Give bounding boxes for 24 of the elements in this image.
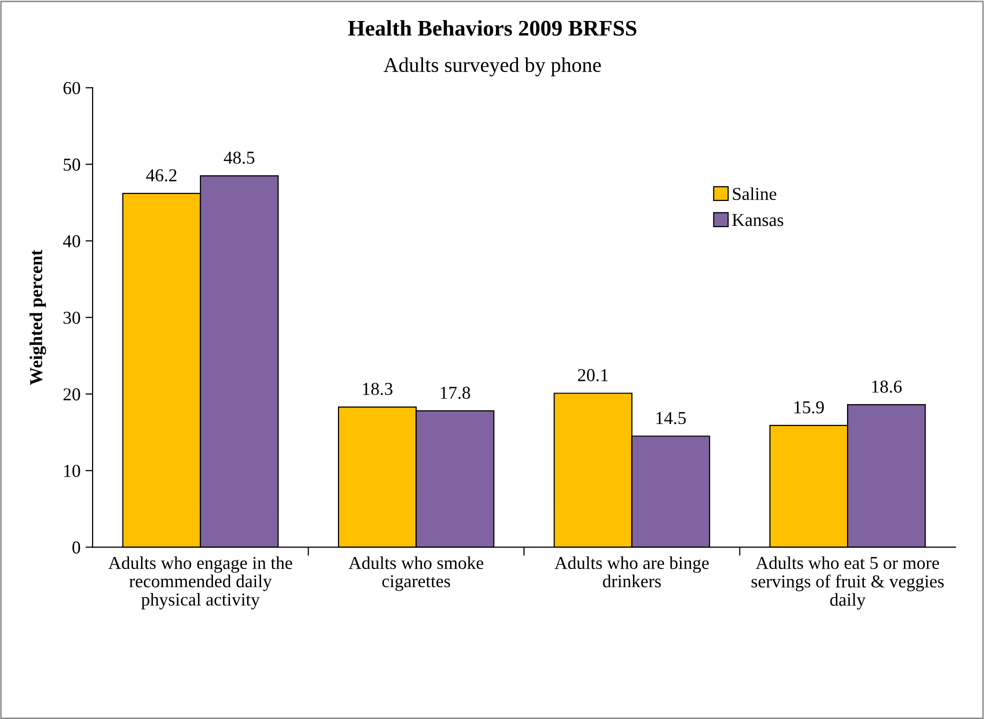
y-tick-label: 20 <box>64 388 80 400</box>
legend-label: Kansas <box>732 214 784 226</box>
x-tick-label: Adults who eat 5 or more servings of fruit & veggies daily <box>752 556 944 610</box>
x-tick-label: Adults who engage in the recommended daily physical activity <box>108 556 292 610</box>
chart-title: Health Behaviors 2009 BRFSS <box>348 20 636 36</box>
x-tick-label: Adults who smoke cigarettes <box>348 556 484 592</box>
y-axis-title: Weighted percent <box>30 250 46 385</box>
data-label: 18.6 <box>872 380 902 393</box>
data-label: 46.2 <box>146 169 176 182</box>
x-tick-label: Adults who are binge drinkers <box>554 556 709 588</box>
chart-subtitle: Adults surveyed by phone <box>384 57 601 76</box>
y-tick-label: 10 <box>64 464 80 478</box>
data-label: 20.1 <box>578 369 608 382</box>
y-tick-label: 30 <box>64 312 80 324</box>
legend-label: Saline <box>732 187 776 200</box>
y-tick-label: 40 <box>63 235 80 248</box>
data-label: 17.8 <box>440 386 470 399</box>
data-label: 14.5 <box>656 412 686 424</box>
data-label: 48.5 <box>224 152 254 164</box>
data-label: 15.9 <box>794 401 824 414</box>
y-tick-label: 0 <box>72 541 80 554</box>
y-tick-label: 60 <box>64 82 80 94</box>
y-tick-label: 50 <box>64 158 80 171</box>
data-label: 18.3 <box>363 382 392 396</box>
